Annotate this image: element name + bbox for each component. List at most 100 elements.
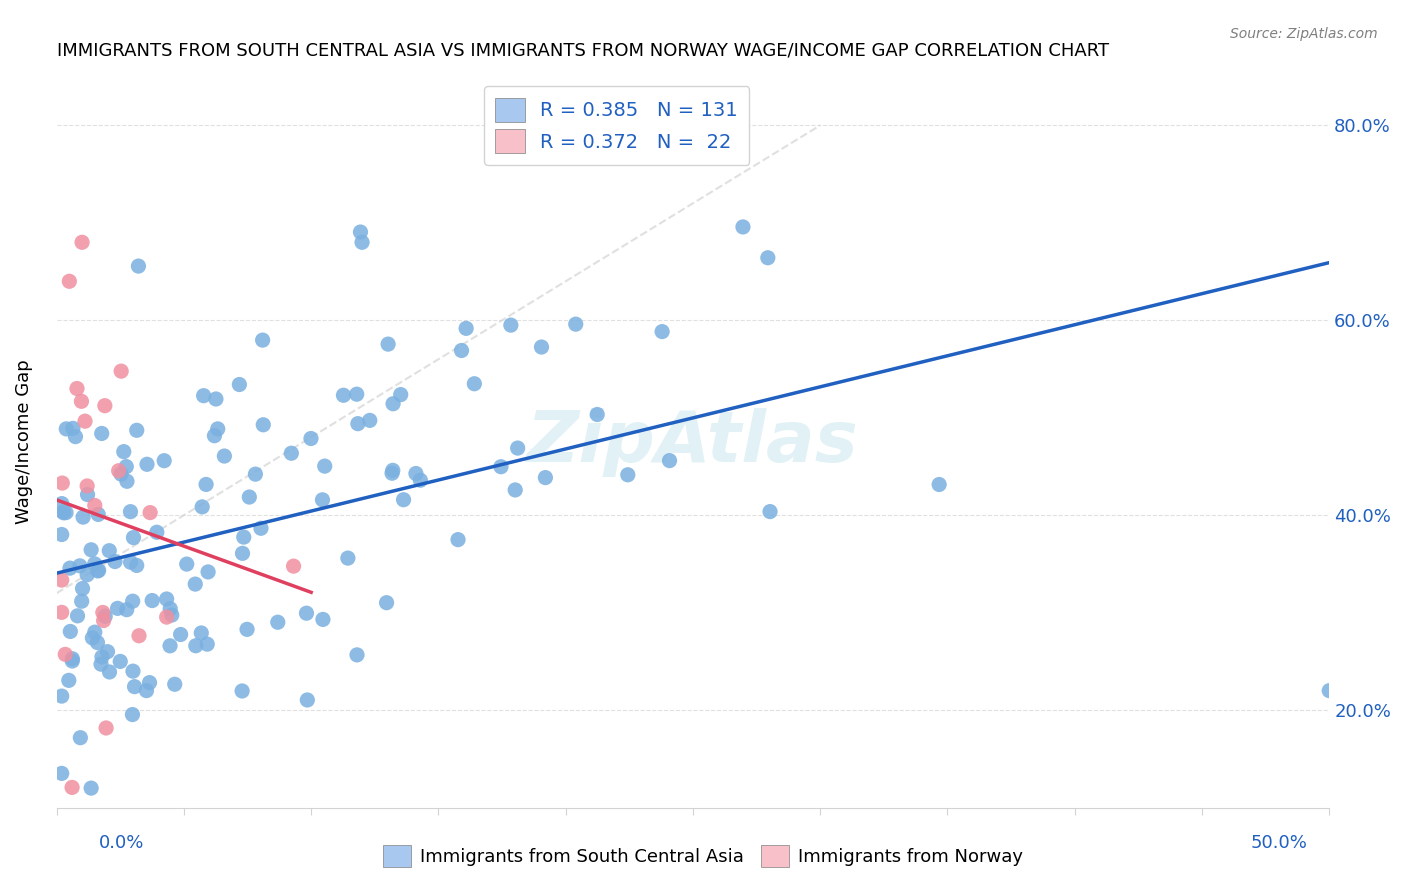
Point <box>176 557 198 571</box>
Point <box>52 505 75 519</box>
Point <box>231 684 253 698</box>
Point <box>160 607 183 622</box>
Point <box>122 531 145 545</box>
Text: 0.0%: 0.0% <box>98 834 143 852</box>
Point <box>405 467 427 481</box>
Point <box>124 680 146 694</box>
Point <box>332 388 354 402</box>
Point <box>115 602 138 616</box>
Point <box>51 766 73 780</box>
Point <box>87 508 110 522</box>
Point <box>51 605 73 619</box>
Point <box>53 648 76 662</box>
Point <box>82 631 104 645</box>
Point <box>136 458 159 472</box>
Point <box>499 318 522 332</box>
Point <box>127 259 149 273</box>
Point <box>83 625 105 640</box>
Point <box>207 422 229 436</box>
Point <box>122 664 145 678</box>
Point <box>195 637 218 651</box>
Point <box>163 677 186 691</box>
Point <box>62 421 84 435</box>
Point <box>58 673 80 688</box>
Point <box>238 490 260 504</box>
Point <box>69 731 91 745</box>
Point <box>120 555 142 569</box>
Text: ZipAtlas: ZipAtlas <box>527 408 859 476</box>
Point <box>617 467 640 482</box>
Point <box>156 592 179 607</box>
Point <box>205 392 228 406</box>
Point <box>530 340 553 354</box>
Point <box>72 582 94 596</box>
Point <box>135 683 157 698</box>
Point <box>110 364 132 378</box>
Point <box>447 533 470 547</box>
Point <box>51 476 73 491</box>
Point <box>115 459 138 474</box>
Point <box>51 573 73 587</box>
Point <box>392 492 415 507</box>
Point <box>76 479 98 493</box>
Point <box>51 689 73 703</box>
Point <box>352 235 374 250</box>
Point <box>115 475 138 489</box>
Point <box>564 317 586 331</box>
Point <box>69 558 91 573</box>
Point <box>107 464 129 478</box>
Point <box>104 555 127 569</box>
Point <box>381 467 404 481</box>
Point <box>245 467 267 482</box>
Point <box>214 449 236 463</box>
Point <box>93 614 115 628</box>
Point <box>58 274 80 288</box>
Point <box>72 510 94 524</box>
Point <box>98 665 121 679</box>
Point <box>450 343 472 358</box>
Point <box>128 629 150 643</box>
Point <box>70 394 93 409</box>
Point <box>60 654 83 668</box>
Point <box>94 399 117 413</box>
Point <box>146 525 169 540</box>
Point <box>60 652 83 666</box>
Point <box>756 251 779 265</box>
Point <box>141 593 163 607</box>
Point <box>110 467 132 482</box>
Point <box>489 459 512 474</box>
Point <box>232 530 254 544</box>
Point <box>231 546 253 560</box>
Legend: Immigrants from South Central Asia, Immigrants from Norway: Immigrants from South Central Asia, Immi… <box>377 838 1029 874</box>
Point <box>299 432 322 446</box>
Point <box>534 470 557 484</box>
Point <box>252 417 274 432</box>
Point <box>312 612 335 626</box>
Point <box>283 559 305 574</box>
Point <box>377 337 399 351</box>
Text: IMMIGRANTS FROM SOUTH CENTRAL ASIA VS IMMIGRANTS FROM NORWAY WAGE/INCOME GAP COR: IMMIGRANTS FROM SOUTH CENTRAL ASIA VS IM… <box>56 42 1109 60</box>
Point <box>83 557 105 571</box>
Point <box>346 648 368 662</box>
Point <box>80 781 103 796</box>
Point <box>70 594 93 608</box>
Point <box>60 780 83 795</box>
Point <box>267 615 290 630</box>
Point <box>90 426 112 441</box>
Point <box>112 444 135 458</box>
Point <box>107 601 129 615</box>
Point <box>159 601 181 615</box>
Point <box>197 565 219 579</box>
Point <box>121 707 143 722</box>
Point <box>651 325 673 339</box>
Point <box>98 543 121 558</box>
Point <box>59 561 82 575</box>
Point <box>658 453 681 467</box>
Point <box>252 333 274 347</box>
Point <box>91 649 114 664</box>
Point <box>94 609 117 624</box>
Point <box>65 429 87 443</box>
Point <box>73 414 96 428</box>
Point <box>80 542 103 557</box>
Point <box>506 441 529 455</box>
